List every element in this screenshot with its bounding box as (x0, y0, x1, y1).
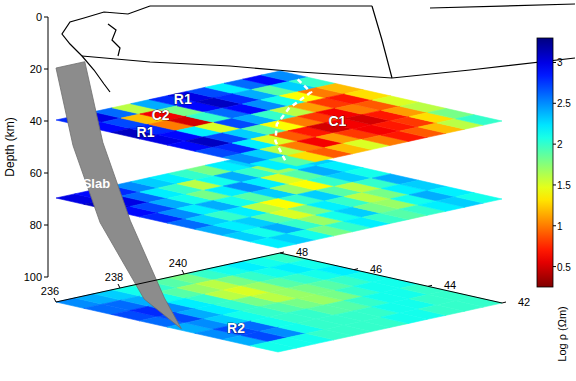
tick-label: 80 (30, 219, 42, 231)
tick (502, 302, 506, 303)
tick-label: 3 (557, 57, 563, 68)
tick-label: 240 (169, 257, 187, 269)
map-outline (62, 4, 575, 92)
cell (456, 115, 502, 125)
tick-label: 44 (444, 279, 456, 291)
axis-line (56, 253, 280, 302)
tick (44, 17, 48, 18)
axis-line (280, 253, 502, 303)
boundary-line (275, 77, 311, 160)
tick (553, 225, 556, 226)
tick-label: 40 (30, 115, 42, 127)
cell (456, 193, 502, 203)
tick-label: 1.5 (557, 180, 571, 191)
cell (456, 297, 502, 307)
slice (56, 253, 502, 352)
tick-label: 0 (36, 11, 42, 23)
tick (44, 225, 48, 226)
tick-label: 100 (24, 271, 42, 283)
tick (44, 173, 48, 174)
tick (44, 121, 48, 122)
tick (44, 277, 48, 278)
map-line (150, 5, 372, 6)
slice (56, 71, 502, 170)
tick-label: 48 (296, 246, 308, 258)
annotation: R2 (227, 320, 245, 336)
tick-label: 238 (105, 271, 123, 283)
map-axes: 236 238 240 42 44 46 48 (41, 246, 530, 308)
tick (553, 103, 556, 104)
tick-label: 2 (557, 139, 563, 150)
annotation: C2 (152, 107, 170, 123)
colorbar: 0.5 1 1.5 2 2.5 3 Log ρ (Ωm) (537, 38, 571, 362)
depth-axis: 0 20 40 60 80 100 Depth (km) (3, 11, 48, 283)
tick-label: 1 (557, 221, 563, 232)
tick (118, 284, 120, 288)
colorbar-bar (537, 38, 553, 287)
tick (354, 269, 358, 270)
tick (553, 184, 556, 185)
tick-label: 236 (41, 285, 59, 297)
map-line (82, 56, 392, 78)
annotation: Slab (83, 176, 111, 191)
tick (553, 144, 556, 145)
annotations: R1C2R1 C1 Slab R2 (83, 91, 347, 337)
map-line (430, 4, 575, 8)
tick (280, 252, 284, 253)
tick (54, 298, 56, 302)
map-line (372, 6, 392, 78)
colorbar-title: Log ρ (Ωm) (556, 306, 568, 361)
tick-label: 46 (370, 263, 382, 275)
axis-line (48, 17, 49, 277)
tick (44, 69, 48, 70)
tick (428, 285, 432, 286)
annotation: C1 (328, 113, 346, 129)
annotation: R1 (174, 91, 192, 107)
tick-label: 0.5 (557, 262, 571, 273)
tick-label: 20 (30, 63, 42, 75)
tick (182, 270, 184, 274)
tick-label: 42 (518, 296, 530, 308)
annotation: R1 (137, 124, 155, 140)
tick-label: 2.5 (557, 98, 571, 109)
map-line (108, 24, 120, 56)
tick (553, 62, 556, 63)
axis-title: Depth (km) (3, 117, 17, 176)
tick-label: 60 (30, 167, 42, 179)
figure: 020406080100Depth (km)23623824042444648R… (0, 0, 576, 381)
tick (553, 266, 556, 267)
